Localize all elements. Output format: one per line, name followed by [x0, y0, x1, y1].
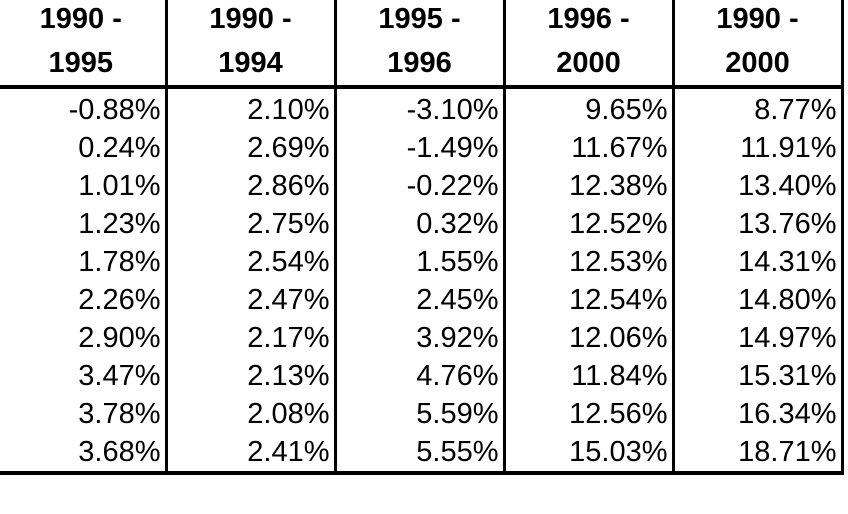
- table-cell: 14.97%: [671, 319, 844, 357]
- table-cell: 16.34%: [671, 395, 844, 433]
- table-cell: 5.59%: [333, 395, 506, 433]
- column-header: 1996 - 2000: [502, 0, 675, 89]
- table-cell: -1.49%: [333, 129, 506, 167]
- column-header-line1: 1996 -: [547, 2, 630, 35]
- table-cell: 11.91%: [671, 129, 844, 167]
- table-cell: 13.40%: [671, 167, 844, 205]
- table-cell: 2.69%: [164, 129, 337, 167]
- table-cell: 12.56%: [502, 395, 675, 433]
- table-cell: 3.68%: [0, 433, 168, 475]
- table-cell: 2.13%: [164, 357, 337, 395]
- table-cell: 13.76%: [671, 205, 844, 243]
- table-cell: 0.24%: [0, 129, 168, 167]
- column-header-line2: 1994: [218, 46, 283, 79]
- table-cell: 12.54%: [502, 281, 675, 319]
- table-row: 2.26% 2.47% 2.45% 12.54% 14.80%: [0, 281, 844, 319]
- table-cell: 2.86%: [164, 167, 337, 205]
- column-header: 1995 - 1996: [333, 0, 506, 89]
- table-cell: 12.53%: [502, 243, 675, 281]
- table-row: 3.47% 2.13% 4.76% 11.84% 15.31%: [0, 357, 844, 395]
- table-row: 2.90% 2.17% 3.92% 12.06% 14.97%: [0, 319, 844, 357]
- table-cell: 1.78%: [0, 243, 168, 281]
- column-header: 1990 - 1994: [164, 0, 337, 89]
- table-cell: 12.52%: [502, 205, 675, 243]
- table-row: 3.68% 2.41% 5.55% 15.03% 18.71%: [0, 433, 844, 475]
- table-cell: -0.22%: [333, 167, 506, 205]
- header-row: 1990 - 1995 1990 - 1994 1995 - 1996 1996…: [0, 0, 844, 89]
- table-cell: 2.26%: [0, 281, 168, 319]
- table-cell: 2.10%: [164, 87, 337, 129]
- table-cell: 2.54%: [164, 243, 337, 281]
- column-header: 1990 - 2000: [671, 0, 844, 89]
- table-cell: -0.88%: [0, 87, 168, 129]
- table-cell: 5.55%: [333, 433, 506, 475]
- table-cell: 15.31%: [671, 357, 844, 395]
- table-row: 0.24% 2.69% -1.49% 11.67% 11.91%: [0, 129, 844, 167]
- table-cell: 0.32%: [333, 205, 506, 243]
- column-header-line2: 2000: [725, 46, 790, 79]
- column-header-line2: 2000: [556, 46, 621, 79]
- table-cell: 2.17%: [164, 319, 337, 357]
- column-header-line2: 1995: [48, 46, 113, 79]
- table-cell: 14.31%: [671, 243, 844, 281]
- table-cell: 18.71%: [671, 433, 844, 475]
- table-cell: 2.75%: [164, 205, 337, 243]
- table-cell: 1.01%: [0, 167, 168, 205]
- table-row: 1.01% 2.86% -0.22% 12.38% 13.40%: [0, 167, 844, 205]
- table-cell: 9.65%: [502, 87, 675, 129]
- table-cell: 4.76%: [333, 357, 506, 395]
- table-cell: 2.45%: [333, 281, 506, 319]
- column-header-line1: 1990 -: [716, 2, 799, 35]
- table-cell: 12.38%: [502, 167, 675, 205]
- column-header-line2: 1996: [387, 46, 452, 79]
- table-cell: 1.23%: [0, 205, 168, 243]
- table-cell: 14.80%: [671, 281, 844, 319]
- table-row: 1.78% 2.54% 1.55% 12.53% 14.31%: [0, 243, 844, 281]
- returns-table: 1990 - 1995 1990 - 1994 1995 - 1996 1996…: [0, 0, 844, 475]
- table-cell: 2.47%: [164, 281, 337, 319]
- table-cell: 15.03%: [502, 433, 675, 475]
- column-header-line1: 1995 -: [378, 2, 461, 35]
- table-cell: 1.55%: [333, 243, 506, 281]
- table-cell: 11.84%: [502, 357, 675, 395]
- table-row: 3.78% 2.08% 5.59% 12.56% 16.34%: [0, 395, 844, 433]
- table-cell: -3.10%: [333, 87, 506, 129]
- table-cell: 11.67%: [502, 129, 675, 167]
- table-cell: 3.92%: [333, 319, 506, 357]
- table-cell: 2.08%: [164, 395, 337, 433]
- table-cell: 2.41%: [164, 433, 337, 475]
- table-body: -0.88% 2.10% -3.10% 9.65% 8.77% 0.24% 2.…: [0, 87, 844, 475]
- column-header-line1: 1990 -: [209, 2, 292, 35]
- table-cell: 2.90%: [0, 319, 168, 357]
- table-cell: 3.78%: [0, 395, 168, 433]
- table-row: -0.88% 2.10% -3.10% 9.65% 8.77%: [0, 87, 844, 129]
- table-cell: 12.06%: [502, 319, 675, 357]
- table-cell: 3.47%: [0, 357, 168, 395]
- table-cell: 8.77%: [671, 87, 844, 129]
- table-header: 1990 - 1995 1990 - 1994 1995 - 1996 1996…: [0, 0, 844, 89]
- table-row: 1.23% 2.75% 0.32% 12.52% 13.76%: [0, 205, 844, 243]
- column-header-line1: 1990 -: [39, 2, 122, 35]
- column-header: 1990 - 1995: [0, 0, 168, 89]
